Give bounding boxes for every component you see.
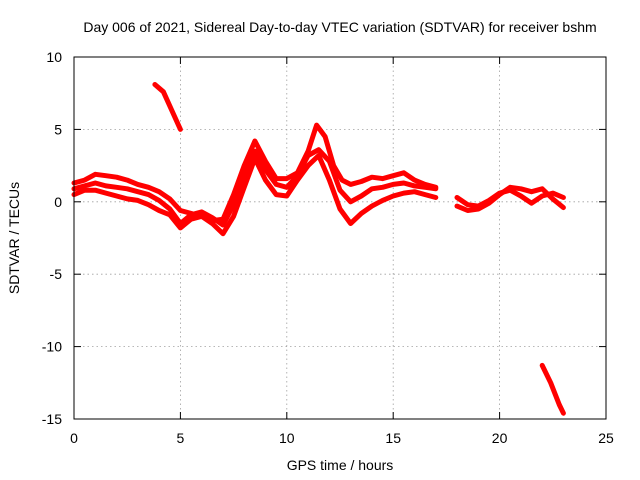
y-tick-label: -15 bbox=[42, 411, 62, 427]
x-tick-label: 25 bbox=[598, 430, 614, 446]
chart-title: Day 006 of 2021, Sidereal Day-to-day VTE… bbox=[83, 19, 596, 35]
series-arc-c bbox=[71, 153, 439, 237]
series-layer bbox=[71, 82, 566, 416]
x-axis-label: GPS time / hours bbox=[287, 457, 394, 473]
tick-layer: 0 5 10 15 20 25 -15 -10 -5 0 5 10 bbox=[42, 49, 614, 446]
x-tick-label: 20 bbox=[492, 430, 508, 446]
x-tick-label: 10 bbox=[279, 430, 295, 446]
series-arc-e bbox=[454, 184, 566, 213]
x-tick-label: 5 bbox=[177, 430, 185, 446]
plot-frame bbox=[73, 56, 607, 420]
y-tick-label: 5 bbox=[54, 121, 62, 137]
y-tick-label: 10 bbox=[46, 49, 62, 65]
series-arc-b bbox=[71, 147, 439, 228]
y-tick-label: 0 bbox=[54, 194, 62, 210]
y-axis-label: SDTVAR / TECUs bbox=[6, 182, 22, 294]
series-arc-a bbox=[71, 122, 439, 224]
x-tick-label: 0 bbox=[70, 430, 78, 446]
x-tick-label: 15 bbox=[385, 430, 401, 446]
y-tick-label: -10 bbox=[42, 339, 62, 355]
series-arc-g bbox=[539, 362, 566, 416]
series-arc-f bbox=[152, 82, 183, 132]
y-tick-label: -5 bbox=[50, 266, 63, 282]
